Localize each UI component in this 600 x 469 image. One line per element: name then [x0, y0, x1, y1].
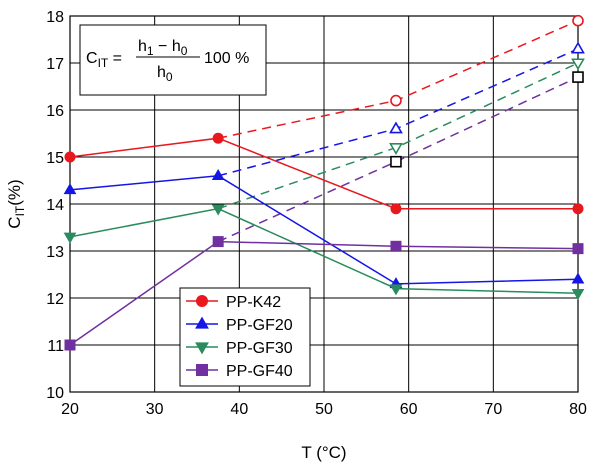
point-pp-gf30	[389, 284, 403, 296]
legend-label-pp-gf20: PP-GF20	[226, 317, 293, 334]
open-point-pp-gf40	[390, 155, 402, 168]
y-axis-title: CIT(%)	[5, 179, 27, 228]
x-tick-label: 60	[400, 401, 418, 418]
point-pp-gf20	[211, 169, 225, 181]
series-dashed-pp-k42	[218, 20, 579, 139]
point-pp-gf30	[211, 204, 225, 216]
x-axis-title: T (°C)	[301, 443, 346, 462]
open-point-pp-gf20	[389, 121, 403, 134]
legend-marker-pp-gf40	[196, 364, 208, 376]
open-point-pp-k42	[390, 94, 402, 107]
formula-numerator: h1 − h0	[138, 38, 188, 58]
point-pp-k42	[572, 203, 584, 215]
point-pp-gf40	[64, 339, 76, 351]
y-tick-label: 12	[46, 291, 64, 308]
series-dashed-pp-gf40	[217, 76, 579, 243]
formula-suffix: 100 %	[204, 50, 249, 67]
open-point-pp-k42	[572, 14, 584, 27]
formula-lhs: CIT =	[86, 50, 122, 70]
x-tick-label: 80	[569, 401, 587, 418]
series-dashed-pp-gf30	[217, 62, 579, 210]
y-tick-label: 16	[46, 103, 64, 120]
legend-marker-pp-k42	[196, 295, 208, 307]
y-axis-title-unit: (%)	[5, 179, 24, 205]
point-pp-gf40	[572, 243, 584, 255]
grid	[69, 15, 579, 393]
y-axis-title-main: C	[5, 216, 24, 228]
x-tick-label: 20	[61, 401, 79, 418]
point-pp-gf40	[390, 240, 402, 252]
point-pp-gf30	[571, 289, 585, 301]
open-point-pp-gf30	[571, 58, 585, 71]
x-tick-labels: 20 30 40 50 60 70 80	[61, 401, 587, 418]
legend-label-pp-gf40: PP-GF40	[226, 363, 293, 380]
legend-label-pp-k42: PP-K42	[226, 294, 281, 311]
series-line-pp-gf30	[69, 207, 579, 295]
point-pp-gf40	[212, 236, 224, 248]
legend: PP-K42 PP-GF20 PP-GF30 PP-GF40	[179, 287, 311, 387]
y-tick-label: 18	[46, 9, 64, 26]
point-pp-gf30	[63, 232, 77, 244]
point-pp-gf20	[571, 272, 585, 284]
markers	[63, 14, 585, 351]
x-tick-label: 70	[484, 401, 502, 418]
x-tick-label: 40	[230, 401, 248, 418]
legend-label-pp-gf30: PP-GF30	[226, 340, 293, 357]
open-point-pp-gf30	[389, 143, 403, 155]
series-line-pp-gf40	[69, 240, 579, 346]
formula-box: CIT = h1 − h0 h0 100 %	[79, 24, 267, 96]
y-tick-label: 11	[47, 338, 64, 355]
point-pp-gf20	[63, 183, 77, 195]
legend-marker-pp-gf30	[195, 342, 209, 355]
point-pp-k42	[390, 203, 402, 215]
y-tick-label: 15	[46, 150, 64, 167]
series-line-pp-k42	[69, 137, 578, 210]
x-tick-label: 50	[315, 401, 333, 418]
y-tick-label: 14	[46, 197, 64, 214]
y-tick-label: 13	[46, 244, 64, 261]
y-tick-labels: 10 11 12 13 14 15 16 17 18	[46, 9, 64, 402]
y-tick-label: 10	[46, 385, 64, 402]
x-tick-label: 30	[146, 401, 164, 418]
open-point-pp-gf20	[571, 41, 585, 54]
solid-lines	[69, 137, 579, 346]
y-tick-label: 17	[46, 56, 64, 73]
y-axis-title-sub: IT	[13, 205, 27, 216]
open-point-pp-gf40	[572, 71, 584, 83]
series-line-pp-gf20	[69, 175, 579, 285]
formula-denominator: h0	[157, 64, 173, 84]
point-pp-k42	[64, 151, 76, 163]
legend-marker-pp-gf20	[195, 316, 209, 329]
point-pp-k42	[212, 132, 224, 144]
